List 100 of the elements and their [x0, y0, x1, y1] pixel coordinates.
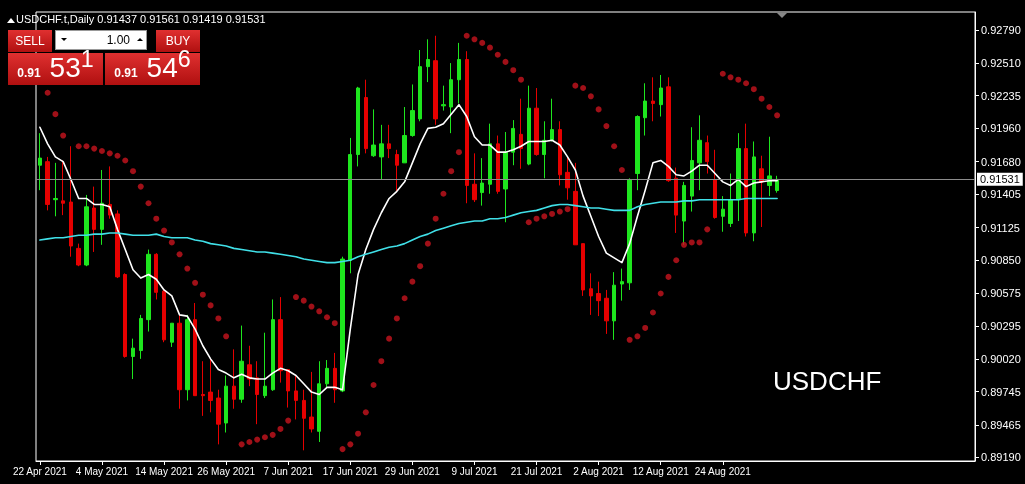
- candlestick: [457, 42, 461, 104]
- x-tick-label: 26 May 2021: [197, 465, 256, 477]
- y-tick-label: 0.91125: [981, 221, 1020, 234]
- candlestick: [635, 114, 640, 191]
- candlestick: [480, 157, 484, 207]
- x-tick-label: 12 Aug 2021: [632, 465, 690, 477]
- candlestick: [216, 389, 221, 445]
- candlestick: [651, 76, 655, 122]
- x-tick-label: 17 Jun 2021: [322, 465, 379, 477]
- candlestick: [674, 167, 678, 234]
- candlestick: [465, 50, 469, 204]
- candlestick: [379, 124, 384, 180]
- candlestick: [449, 62, 453, 134]
- y-tick-label: 0.91405: [981, 188, 1021, 201]
- candlestick: [511, 119, 515, 166]
- candlestick: [426, 38, 430, 83]
- candlestick: [713, 149, 717, 220]
- candlestick: [542, 120, 546, 179]
- x-tick-label: 29 Jun 2021: [384, 465, 441, 477]
- candlestick: [721, 195, 725, 233]
- candlestick: [309, 371, 314, 433]
- candlestick: [263, 332, 267, 399]
- candlestick: [177, 314, 182, 410]
- candlestick: [69, 145, 73, 258]
- candlestick: [596, 281, 601, 317]
- candlestick: [759, 155, 764, 228]
- candlestick: [395, 149, 399, 192]
- candlestick: [224, 374, 228, 433]
- candlestick: [690, 126, 694, 213]
- candlestick: [534, 87, 539, 157]
- candlestick: [201, 360, 205, 417]
- x-tick-label: 21 Jul 2021: [510, 465, 563, 477]
- y-tick-label: 0.92790: [981, 23, 1021, 36]
- candlestick: [519, 98, 523, 170]
- candlestick: [154, 252, 158, 300]
- candlestick: [565, 156, 570, 201]
- candlestick: [146, 249, 151, 333]
- x-tick-label: 2 Aug 2021: [573, 465, 625, 477]
- y-tick-label: 0.90850: [981, 254, 1021, 267]
- candlestick: [612, 271, 616, 341]
- y-tick-label: 0.91680: [981, 155, 1021, 168]
- candlestick: [744, 123, 748, 237]
- x-tick-label: 7 Jun 2021: [263, 465, 314, 477]
- x-tick-label: 4 May 2021: [75, 465, 129, 477]
- y-tick-label: 0.89465: [981, 418, 1021, 431]
- candlestick: [581, 243, 585, 297]
- annotation: USDCHF: [773, 366, 882, 397]
- y-tick-label: 0.89190: [981, 451, 1021, 464]
- line-series: [39, 197, 778, 264]
- candlestick: [45, 156, 50, 211]
- y-tick-label: 0.90295: [981, 320, 1021, 333]
- candlestick: [550, 98, 554, 142]
- candlestick: [620, 268, 624, 302]
- candlestick: [193, 302, 197, 397]
- x-tick-label: 24 Aug 2021: [694, 465, 752, 477]
- candlestick: [441, 85, 446, 112]
- candlestick: [472, 152, 477, 203]
- candlestick: [767, 136, 772, 197]
- candlestick: [402, 106, 407, 164]
- candlestick: [131, 338, 135, 380]
- y-tick-label: 0.92235: [981, 89, 1021, 102]
- candlestick: [278, 296, 283, 384]
- candlestick: [371, 108, 376, 158]
- candlestick: [239, 325, 244, 404]
- candlestick: [387, 124, 391, 159]
- candlestick: [643, 82, 647, 137]
- y-tick-label: 0.92510: [981, 57, 1021, 70]
- candlestick: [302, 389, 306, 451]
- candlestick: [666, 76, 671, 183]
- candlestick: [418, 49, 422, 122]
- candlestick: [123, 272, 127, 359]
- candlestick: [705, 135, 709, 175]
- candlestick: [364, 79, 368, 154]
- candlestick: [170, 322, 174, 348]
- candlestick: [53, 162, 58, 217]
- ref-line-label: 0.91531: [980, 173, 1020, 186]
- candlestick: [139, 314, 143, 360]
- candlestick: [333, 352, 337, 404]
- quantity-field: 1.00: [55, 30, 147, 50]
- y-tick-label: 0.91960: [981, 122, 1021, 135]
- candlestick: [232, 348, 236, 410]
- candlestick: [659, 74, 663, 118]
- candlestick: [84, 194, 89, 267]
- candlestick: [340, 256, 345, 393]
- candlestick: [410, 83, 415, 138]
- candlestick: [589, 272, 593, 316]
- candlestick: [488, 123, 492, 195]
- candlestick: [348, 137, 352, 274]
- candlestick: [208, 358, 213, 413]
- x-tick-label: 9 Jul 2021: [451, 465, 498, 477]
- y-tick-label: 0.90575: [981, 286, 1021, 299]
- candlestick: [604, 289, 609, 335]
- candlestick: [736, 132, 741, 222]
- candlestick: [503, 131, 508, 223]
- candlestick: [271, 298, 275, 392]
- candlestick: [682, 181, 686, 246]
- y-tick-label: 0.90020: [981, 352, 1021, 365]
- candlestick: [356, 86, 360, 167]
- candlestick: [527, 85, 531, 166]
- annotation: 1.00: [105, 33, 130, 47]
